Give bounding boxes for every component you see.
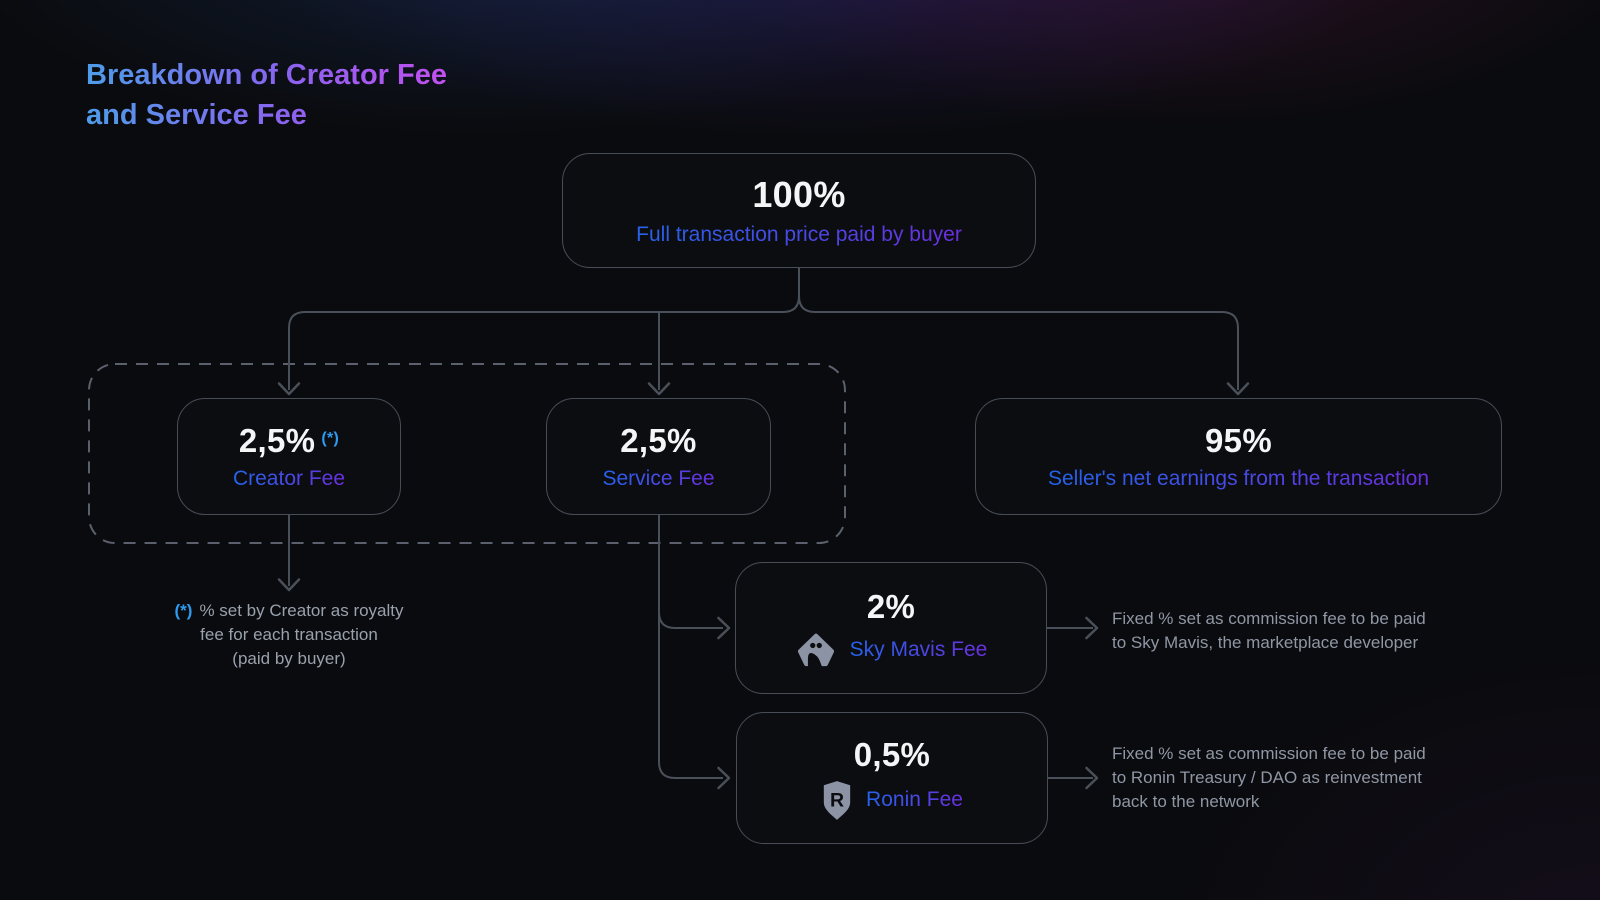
node-total-value: 100% bbox=[752, 174, 846, 215]
footnote-line: (paid by buyer) bbox=[232, 649, 346, 668]
footnote-line: (*) % set by Creator as royalty bbox=[127, 599, 451, 623]
node-seller-earnings-label: Seller's net earnings from the transacti… bbox=[1047, 467, 1430, 490]
node-seller-earnings-value: 95% bbox=[1205, 422, 1272, 459]
node-sky-mavis-fee-value: 2% bbox=[866, 588, 916, 625]
ronin-shield-icon: R bbox=[823, 780, 851, 820]
description-line: to Ronin Treasury / DAO as reinvestment bbox=[1112, 768, 1422, 787]
node-seller-earnings: 95% Seller's net earnings from the trans… bbox=[975, 398, 1502, 515]
node-service-fee-label: Service Fee bbox=[602, 467, 715, 490]
node-creator-fee: 2,5% (*) Creator Fee bbox=[177, 398, 401, 515]
footnote-marker: (*) bbox=[174, 601, 193, 620]
description-line: Fixed % set as commission fee to be paid bbox=[1112, 744, 1426, 763]
node-sky-mavis-fee: 2% Sky Mavis Fee bbox=[735, 562, 1047, 694]
node-ronin-fee-value: 0,5% bbox=[853, 735, 931, 773]
node-service-fee: 2,5% Service Fee bbox=[546, 398, 771, 515]
node-sky-mavis-fee-label: Sky Mavis Fee bbox=[849, 638, 988, 661]
node-creator-fee-label: Creator Fee bbox=[232, 467, 346, 490]
sky-mavis-description: Fixed % set as commission fee to be paid… bbox=[1112, 607, 1426, 655]
svg-text:R: R bbox=[830, 789, 844, 811]
node-service-fee-value: 2,5% bbox=[620, 422, 697, 459]
creator-fee-percent: 2,5% bbox=[238, 422, 316, 459]
ronin-description: Fixed % set as commission fee to be paid… bbox=[1112, 742, 1426, 814]
node-total: 100% Full transaction price paid by buye… bbox=[562, 153, 1036, 268]
description-line: to Sky Mavis, the marketplace developer bbox=[1112, 633, 1419, 652]
creator-fee-footnote: (*) % set by Creator as royalty fee for e… bbox=[127, 599, 451, 671]
node-ronin-fee-label: Ronin Fee bbox=[866, 788, 963, 811]
node-ronin-fee: 0,5% R Ronin Fee bbox=[736, 712, 1048, 844]
description-line: Fixed % set as commission fee to be paid bbox=[1112, 609, 1426, 628]
creator-fee-asterisk: (*) bbox=[321, 430, 340, 447]
description-line: back to the network bbox=[1112, 792, 1260, 811]
node-creator-fee-value: 2,5% (*) bbox=[239, 422, 339, 460]
sky-mavis-logo-icon bbox=[797, 633, 834, 667]
footnote-text: % set by Creator as royalty bbox=[199, 601, 404, 620]
node-total-label: Full transaction price paid by buyer bbox=[636, 223, 962, 246]
footnote-line: fee for each transaction bbox=[200, 625, 378, 644]
